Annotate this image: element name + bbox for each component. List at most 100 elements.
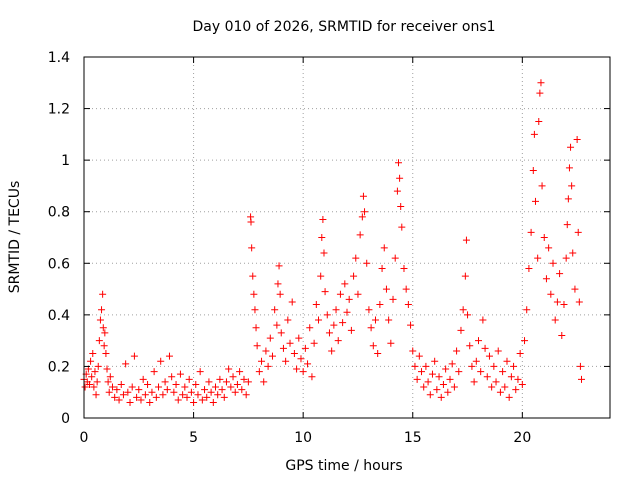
- data-point: [150, 368, 158, 376]
- data-point: [470, 378, 478, 386]
- data-point: [413, 375, 421, 383]
- data-point: [293, 365, 301, 373]
- data-point: [165, 352, 173, 360]
- data-point: [411, 362, 419, 370]
- data-point: [130, 352, 138, 360]
- data-point: [229, 373, 237, 381]
- data-point: [275, 262, 283, 270]
- data-point: [176, 370, 184, 378]
- data-point: [155, 383, 163, 391]
- data-point: [356, 231, 364, 239]
- data-point: [514, 375, 522, 383]
- data-point: [99, 324, 107, 332]
- data-point: [558, 331, 566, 339]
- data-point: [252, 324, 260, 332]
- data-point: [181, 383, 189, 391]
- data-point: [99, 290, 107, 298]
- data-point: [148, 388, 156, 396]
- data-point: [152, 393, 160, 401]
- data-point: [295, 334, 303, 342]
- data-point: [201, 386, 209, 394]
- data-point: [431, 357, 439, 365]
- data-point: [530, 130, 538, 138]
- data-point: [168, 373, 176, 381]
- data-point: [485, 352, 493, 360]
- data-point: [535, 117, 543, 125]
- data-point: [367, 324, 375, 332]
- data-point: [271, 306, 279, 314]
- data-point: [308, 373, 316, 381]
- data-point: [573, 136, 581, 144]
- data-point: [352, 254, 360, 262]
- data-point: [133, 393, 141, 401]
- data-point: [507, 373, 515, 381]
- data-point: [216, 375, 224, 383]
- data-point: [95, 337, 103, 345]
- data-point: [409, 347, 417, 355]
- data-point: [174, 396, 182, 404]
- data-point: [319, 215, 327, 223]
- data-point: [462, 236, 470, 244]
- x-axis-label: GPS time / hours: [285, 458, 402, 474]
- data-point: [105, 388, 113, 396]
- data-point: [286, 339, 294, 347]
- data-point: [122, 360, 130, 368]
- data-point: [323, 311, 331, 319]
- data-point: [450, 383, 458, 391]
- data-point: [446, 375, 454, 383]
- data-point: [575, 298, 583, 306]
- data-point: [276, 290, 284, 298]
- data-point: [108, 383, 116, 391]
- data-point: [250, 290, 258, 298]
- data-point: [488, 383, 496, 391]
- x-tick-label: 0: [80, 430, 89, 446]
- data-point: [380, 244, 388, 252]
- data-point: [437, 393, 445, 401]
- data-point: [404, 301, 412, 309]
- data-point: [98, 306, 106, 314]
- data-point: [104, 378, 112, 386]
- data-point: [359, 192, 367, 200]
- data-point: [376, 301, 384, 309]
- data-point: [400, 264, 408, 272]
- data-point: [371, 316, 379, 324]
- data-point: [510, 362, 518, 370]
- data-point: [172, 380, 180, 388]
- data-point: [170, 388, 178, 396]
- data-point: [475, 337, 482, 345]
- data-point: [299, 368, 307, 376]
- data-point: [103, 365, 111, 373]
- data-point: [242, 391, 250, 399]
- data-point: [459, 306, 467, 314]
- grid: [84, 57, 610, 418]
- data-point: [564, 195, 572, 203]
- data-point: [422, 362, 430, 370]
- data-point: [220, 393, 228, 401]
- data-point: [190, 399, 198, 407]
- data-point: [198, 396, 206, 404]
- data-point: [288, 298, 296, 306]
- data-point: [531, 197, 539, 205]
- y-tick-label: 0: [61, 411, 70, 427]
- data-point: [395, 159, 403, 167]
- data-point: [113, 386, 121, 394]
- data-point: [274, 280, 282, 288]
- data-point: [330, 321, 338, 329]
- data-point: [361, 208, 369, 216]
- data-point: [194, 391, 202, 399]
- data-point: [343, 308, 351, 316]
- data-point: [350, 272, 358, 280]
- data-point: [492, 378, 500, 386]
- data-point: [87, 357, 95, 365]
- data-point: [334, 337, 342, 345]
- data-point: [183, 393, 191, 401]
- data-point: [402, 285, 410, 293]
- data-point: [137, 396, 145, 404]
- data-point: [393, 187, 401, 195]
- data-point: [264, 362, 272, 370]
- data-point: [387, 339, 395, 347]
- data-point: [562, 254, 570, 262]
- data-point: [332, 306, 340, 314]
- data-point: [93, 378, 101, 386]
- chart-title: Day 010 of 2026, SRMTID for receiver ons…: [192, 19, 495, 35]
